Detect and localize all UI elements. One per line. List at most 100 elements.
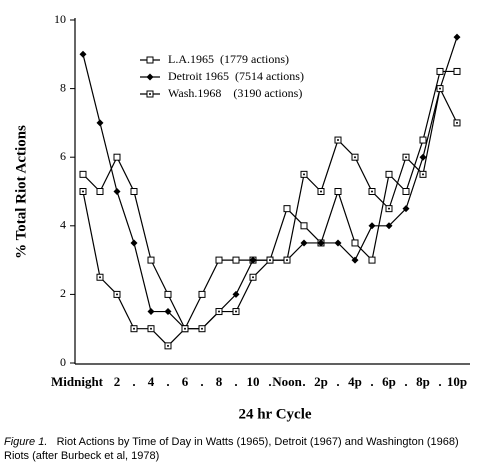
x-tick-label: . [200, 374, 203, 389]
y-tick-label: 4 [60, 218, 66, 232]
marker-dot [320, 190, 322, 193]
x-tick-label: 4p [348, 374, 362, 389]
marker-dot [371, 190, 373, 193]
point [79, 50, 87, 58]
marker-dot [133, 327, 135, 330]
legend-label: Wash.1968 (3190 actions) [168, 86, 302, 100]
point [113, 153, 121, 161]
point [164, 290, 172, 298]
caption-text: Riot Actions by Time of Day in Watts (19… [4, 436, 459, 462]
point [113, 188, 121, 195]
x-tick-label: 10 [247, 374, 260, 389]
point [419, 153, 427, 161]
x-tick-label: Noon [272, 374, 302, 389]
x-tick-label: . [370, 374, 373, 389]
point [368, 256, 376, 264]
y-tick-label: 0 [60, 355, 66, 369]
series-line [82, 70, 457, 331]
point [147, 308, 155, 316]
series-line [82, 86, 458, 347]
marker-dot [167, 344, 169, 347]
x-tick-label: . [404, 374, 407, 389]
x-tick-label: 6 [182, 374, 189, 389]
x-tick-label: 8p [416, 374, 430, 389]
point [419, 136, 427, 144]
point [232, 256, 240, 264]
x-tick-label: . [438, 374, 441, 389]
marker-dot [235, 310, 237, 313]
marker-dot [456, 121, 458, 124]
marker-dot [252, 276, 254, 279]
y-tick-label: 8 [60, 80, 66, 94]
x-tick-label: 4 [148, 374, 155, 389]
x-tick-label: . [302, 374, 305, 389]
marker-dot [201, 327, 203, 330]
marker-dot [439, 87, 441, 90]
point [249, 256, 257, 264]
marker-dot [422, 173, 424, 176]
point [300, 239, 308, 247]
x-tick-label: . [234, 374, 237, 389]
point [96, 119, 104, 127]
marker-dot [116, 293, 118, 296]
point [130, 239, 138, 247]
point [79, 170, 87, 178]
marker-dot [337, 139, 339, 142]
point [402, 188, 410, 195]
x-tick-label: 8 [216, 374, 223, 389]
point [334, 239, 342, 247]
marker-dot [150, 327, 152, 330]
marker-dot [405, 156, 407, 159]
y-tick-label: 6 [60, 149, 66, 163]
y-tick-label: 10 [54, 12, 66, 26]
point [147, 256, 155, 264]
x-tick-label: 2 [114, 374, 121, 389]
point [215, 256, 223, 264]
point [453, 67, 461, 75]
legend-marker [146, 56, 154, 64]
point [130, 188, 138, 195]
point [164, 308, 172, 316]
point [385, 170, 393, 178]
legend-label: Detroit 1965 (7514 actions) [168, 69, 304, 83]
point [385, 222, 393, 230]
marker-dot [303, 173, 305, 176]
x-tick-label: . [166, 374, 169, 389]
x-tick-label: Midnight [51, 374, 104, 389]
caption: Figure 1. Riot Actions by Time of Day in… [4, 435, 480, 463]
marker-dot [184, 327, 186, 330]
x-tick-label: . [132, 374, 135, 389]
marker-dot [354, 156, 356, 159]
caption-label: Figure 1. [4, 436, 48, 448]
x-tick-label: . [268, 374, 271, 389]
marker-dot [286, 259, 288, 262]
marker-dot [269, 259, 271, 262]
marker-dot [388, 207, 390, 210]
marker-dot [149, 93, 151, 95]
x-axis-label: 24 hr Cycle [238, 406, 311, 422]
legend-label: L.A.1965 (1779 actions) [168, 52, 289, 66]
x-tick-label: 10p [447, 374, 467, 389]
y-axis-label: % Total Riot Actions [13, 125, 29, 259]
point [198, 290, 206, 298]
x-tick-label: . [336, 374, 339, 389]
point [300, 222, 308, 230]
x-tick-label: 2p [314, 374, 328, 389]
point [232, 290, 240, 298]
point [453, 33, 461, 41]
point [368, 222, 376, 230]
point [436, 67, 444, 75]
point [351, 256, 359, 264]
x-tick-label: 6p [382, 374, 396, 389]
point [317, 239, 325, 247]
point [283, 205, 291, 213]
point [334, 188, 342, 195]
point [351, 239, 359, 247]
point [96, 188, 104, 195]
marker-dot [99, 276, 101, 279]
chart: % Total Riot Actions 24 hr Cycle 0 2 4 6 8 10… [13, 12, 470, 422]
legend-marker [146, 73, 154, 81]
marker-dot [218, 310, 220, 313]
y-tick-label: 2 [60, 286, 66, 300]
